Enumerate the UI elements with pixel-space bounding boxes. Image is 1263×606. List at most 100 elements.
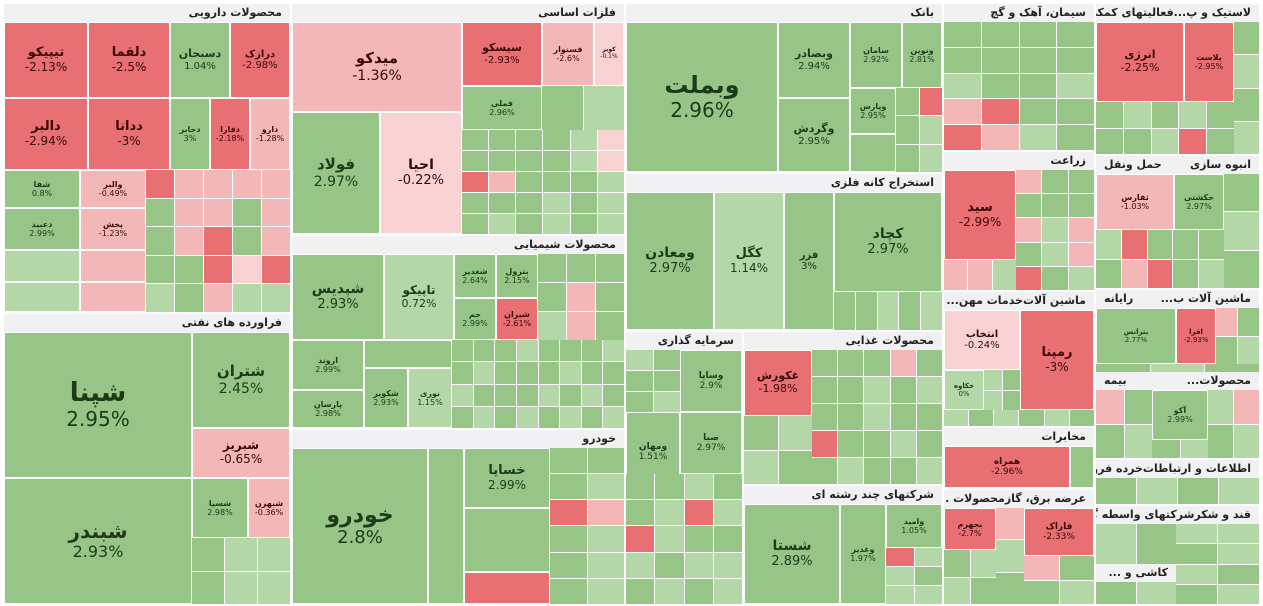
small-tile[interactable] (567, 254, 595, 282)
small-tile[interactable] (516, 406, 538, 428)
tile-tafars[interactable]: ثفارس -1.03% (1096, 174, 1174, 230)
small-tile[interactable] (516, 214, 543, 234)
small-tile[interactable] (233, 255, 261, 284)
small-tile[interactable] (970, 550, 996, 577)
small-tile[interactable] (262, 284, 290, 312)
small-tile[interactable] (744, 450, 778, 484)
small-tile[interactable] (175, 170, 203, 198)
small-tile[interactable] (921, 292, 942, 330)
small-tile[interactable] (916, 458, 942, 484)
small-tile[interactable] (452, 340, 473, 362)
small-tile[interactable] (916, 404, 942, 430)
tile-farak[interactable]: فاراک -2.33% (1024, 508, 1094, 556)
small-tile[interactable] (462, 172, 489, 192)
small-tile[interactable] (1234, 55, 1259, 88)
small-tile[interactable] (914, 586, 942, 604)
small-tile[interactable] (1218, 524, 1259, 544)
tile-bterol[interactable]: بترول 2.15% (496, 254, 538, 298)
small-tile[interactable] (1176, 584, 1217, 604)
small-tile[interactable] (462, 151, 489, 171)
small-tile[interactable] (944, 125, 981, 150)
small-tile[interactable] (550, 448, 587, 474)
tile-nuri[interactable]: نوری 1.15% (408, 368, 452, 428)
small-tile[interactable] (896, 116, 919, 144)
small-tile[interactable] (1147, 230, 1173, 259)
small-tile[interactable] (1002, 390, 1020, 410)
small-tile[interactable] (864, 404, 890, 430)
small-tile[interactable] (1068, 170, 1094, 194)
small-tile[interactable] (473, 384, 495, 406)
small-tile[interactable] (1207, 102, 1234, 128)
small-tile[interactable] (262, 227, 290, 255)
tile-daleber[interactable]: دالبر -2.94% (4, 98, 88, 170)
small-tile[interactable] (1234, 121, 1259, 154)
small-tile[interactable] (1016, 242, 1042, 266)
small-tile[interactable] (684, 500, 713, 526)
tile-akhaber[interactable]: آکو 2.99% (1152, 390, 1208, 440)
small-tile[interactable] (626, 500, 655, 526)
tile-dalgama[interactable]: دلقما -2.5% (88, 22, 170, 98)
small-tile[interactable] (1096, 478, 1136, 504)
small-tile[interactable] (550, 500, 587, 526)
small-tile[interactable] (655, 526, 684, 552)
small-tile[interactable] (981, 22, 1019, 47)
small-tile[interactable] (944, 73, 981, 99)
small-tile[interactable] (1057, 22, 1094, 47)
small-tile[interactable] (838, 350, 864, 376)
small-tile[interactable] (877, 292, 899, 330)
small-tile[interactable] (944, 577, 970, 604)
small-tile[interactable] (896, 144, 919, 172)
small-tile[interactable] (1152, 440, 1180, 458)
small-tile[interactable] (838, 404, 864, 430)
tile-parsan[interactable]: پارسان 2.98% (292, 390, 364, 428)
small-tile[interactable] (1068, 242, 1094, 266)
small-tile[interactable] (560, 340, 581, 362)
tile-shebahran[interactable]: شبهرن -0.36% (248, 478, 290, 538)
small-tile[interactable] (1178, 478, 1218, 504)
small-tile[interactable] (626, 371, 653, 391)
small-tile[interactable] (543, 151, 570, 171)
small-tile[interactable] (1224, 250, 1259, 288)
small-tile[interactable] (262, 198, 290, 227)
small-tile[interactable] (1224, 174, 1259, 212)
small-tile[interactable] (473, 340, 495, 362)
small-tile[interactable] (812, 431, 838, 457)
small-tile[interactable] (175, 284, 203, 312)
small-tile[interactable] (1136, 524, 1176, 564)
tile-shabandar[interactable]: شبندر 2.93% (4, 478, 192, 604)
tile-vsapa[interactable]: وساپا 2.9% (680, 350, 742, 412)
small-tile[interactable] (146, 284, 174, 312)
small-tile[interactable] (996, 540, 1024, 572)
small-tile[interactable] (981, 99, 1019, 125)
small-tile[interactable] (560, 406, 581, 428)
small-tile[interactable] (175, 255, 203, 284)
tile-ghkorosh[interactable]: غکورش -1.98% (744, 350, 812, 416)
small-tile[interactable] (543, 193, 570, 213)
small-tile[interactable] (146, 198, 174, 227)
tile-valber[interactable]: والبر -0.49% (80, 170, 146, 208)
small-tile[interactable] (1151, 102, 1179, 128)
small-tile[interactable] (192, 571, 224, 604)
small-tile[interactable] (516, 362, 538, 384)
small-tile[interactable] (1180, 440, 1208, 458)
small-tile[interactable] (864, 458, 890, 484)
small-tile[interactable] (969, 410, 994, 426)
tile-shefa[interactable]: شفا 0.8% (4, 170, 80, 208)
small-tile[interactable] (626, 474, 655, 500)
small-tile[interactable] (713, 500, 742, 526)
small-tile[interactable] (581, 384, 603, 406)
tile-vtejarat[interactable]: وگردش 2.95% (778, 98, 850, 172)
tile-fasenvar[interactable]: فسنوار -2.6% (542, 22, 594, 86)
small-tile[interactable] (587, 578, 624, 604)
small-tile[interactable] (258, 571, 290, 604)
tile-vamadan[interactable]: ومعادن 2.97% (626, 192, 714, 330)
tile-vamid[interactable]: وامید 1.05% (886, 504, 942, 548)
small-tile[interactable] (1096, 102, 1123, 128)
tile-sid[interactable]: سید -2.99% (944, 170, 1016, 260)
tile-ramina[interactable]: رمپنا -3% (1020, 310, 1094, 410)
small-tile[interactable] (1176, 564, 1217, 584)
tile-khodro[interactable]: خودرو 2.8% (292, 448, 428, 604)
small-tile[interactable] (258, 538, 290, 571)
small-tile[interactable] (596, 283, 624, 311)
small-tile[interactable] (1218, 564, 1259, 584)
